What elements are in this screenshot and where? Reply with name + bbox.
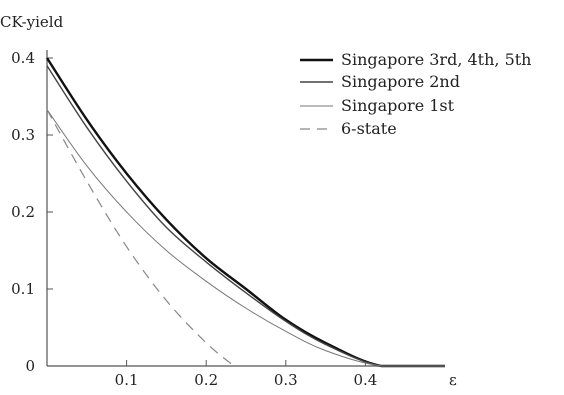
y-axis-label: CK-yield [0, 13, 64, 31]
y-tick-label: 0.4 [11, 49, 35, 67]
legend-item-singapore-2nd: Singapore 2nd [300, 72, 460, 91]
series-lines [45, 57, 445, 368]
x-tick-label: 0.3 [274, 371, 298, 389]
legend-item-singapore-3rd-4th-5th: Singapore 3rd, 4th, 5th [300, 50, 531, 69]
legend-label-singapore-1st: Singapore 1st [341, 96, 455, 115]
legend-label-singapore-2nd: Singapore 2nd [341, 72, 460, 91]
legend-label-singapore-3rd-4th-5th: Singapore 3rd, 4th, 5th [341, 50, 531, 69]
series-line-6-state [46, 109, 235, 367]
legend-label-6-state: 6-state [341, 119, 397, 138]
series-line-singapore-2nd [46, 65, 445, 367]
legend-item-6-state: 6-state [300, 119, 397, 138]
y-tick-label: 0.2 [11, 203, 35, 221]
x-axis-label: ε [449, 371, 457, 389]
x-tick-label: 0.1 [115, 371, 139, 389]
y-tick-label: 0 [25, 357, 35, 375]
y-tick-label: 0.3 [11, 126, 35, 144]
legend-item-singapore-1st: Singapore 1st [300, 96, 455, 115]
x-tick-label: 0.4 [353, 371, 377, 389]
x-tick-label: 0.2 [194, 371, 218, 389]
series-line-singapore-1st [46, 109, 445, 367]
legend: Singapore 3rd, 4th, 5th Singapore 2nd Si… [300, 50, 531, 138]
y-tick-label: 0.1 [11, 280, 35, 298]
x-ticks: 0.1 0.2 0.3 0.4 [115, 360, 377, 389]
y-ticks: 0 0.1 0.2 0.3 0.4 [11, 49, 53, 375]
